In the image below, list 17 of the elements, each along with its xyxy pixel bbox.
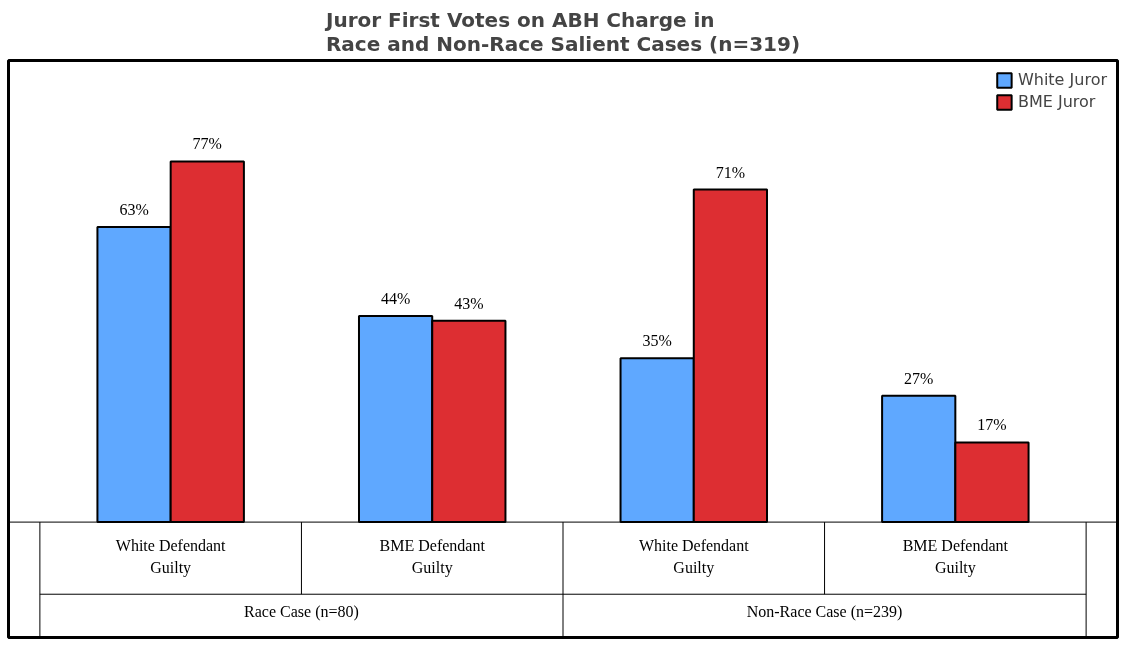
text: Non-Race Case (n=239) <box>746 603 903 622</box>
data-label: 17% <box>977 416 1007 434</box>
data-label: 71% <box>715 163 746 181</box>
data-label: 63% <box>119 201 149 219</box>
data-label: 44% <box>380 290 411 308</box>
legend-label: White Juror <box>1017 70 1107 89</box>
text: Race Case (n=80) <box>244 603 359 622</box>
data-label: 77% <box>192 135 222 153</box>
x-tick-label: White Defendant Guilty <box>638 536 750 577</box>
data-label: 27% <box>904 369 934 387</box>
chart-title: Juror First Votes on ABH Charge in Race and Non-Race Salient Cases (n=319) <box>323 7 801 56</box>
legend-label: BME Juror <box>1017 92 1096 111</box>
x-tick-label: BME Defendant Guilty <box>379 536 486 577</box>
data-label: 43% <box>454 294 484 312</box>
data-label: 35% <box>642 332 672 350</box>
x-tick-label: White Defendant Guilty <box>115 536 227 577</box>
x-tick-label: BME Defendant Guilty <box>902 536 1009 577</box>
